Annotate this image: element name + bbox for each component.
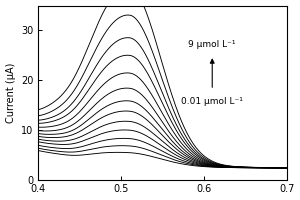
Y-axis label: Current (μA): Current (μA) bbox=[6, 62, 16, 123]
Text: 9 μmol L⁻¹: 9 μmol L⁻¹ bbox=[188, 40, 236, 49]
Text: 0.01 μmol L⁻¹: 0.01 μmol L⁻¹ bbox=[181, 97, 243, 106]
